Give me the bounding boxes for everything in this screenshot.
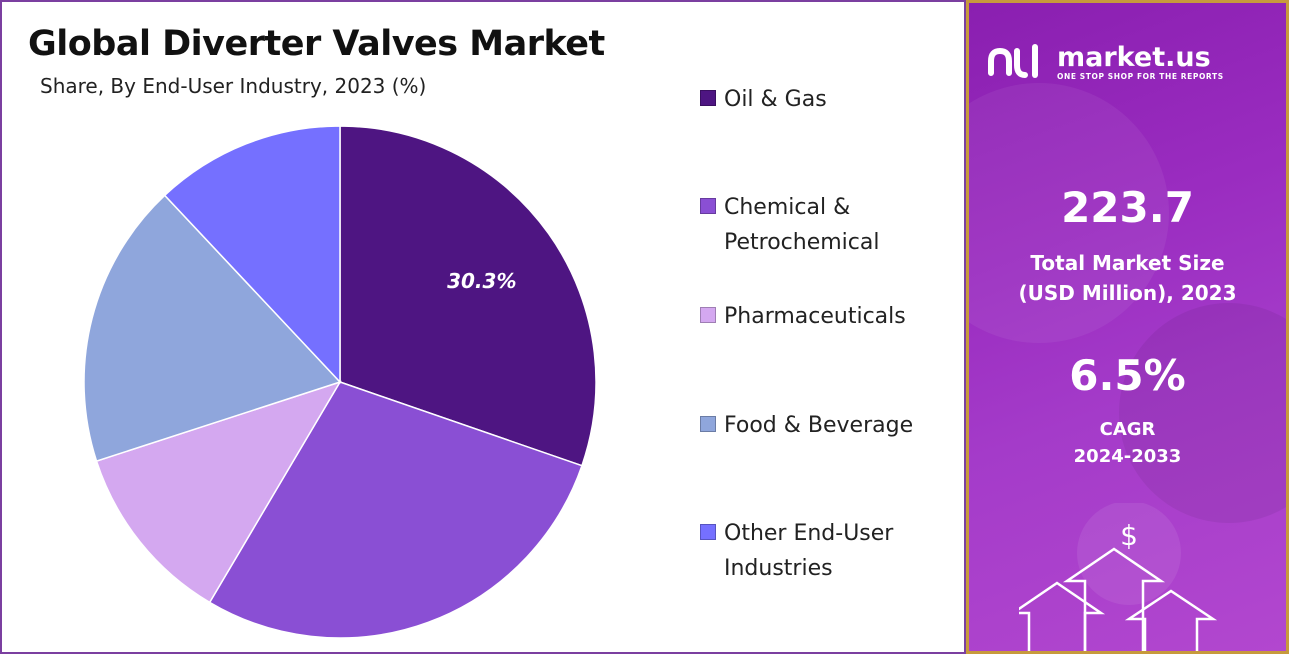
- legend-swatch: [700, 198, 716, 214]
- legend-label: Other End-User Industries: [724, 516, 893, 586]
- legend-label-line: Chemical &: [724, 195, 851, 220]
- cagr-period-label: 2024-2033: [1073, 446, 1182, 467]
- market-us-logo-icon: [988, 44, 1038, 78]
- legend-label-line: Petrochemical: [724, 230, 880, 255]
- legend-label: Pharmaceuticals: [724, 299, 906, 334]
- dollar-symbol: $: [1120, 519, 1138, 552]
- legend-label-line: Industries: [724, 556, 833, 581]
- background-circle: [1119, 303, 1286, 523]
- pie-slice: [83, 194, 342, 463]
- chart-panel: Global Diverter Valves Market Share, By …: [0, 0, 966, 654]
- legend-label-line: Pharmaceuticals: [724, 304, 906, 329]
- legend-label: Chemical & Petrochemical: [724, 190, 879, 260]
- growth-arrows-icon: $: [1019, 503, 1218, 651]
- info-panel: market.us ONE STOP SHOP FOR THE REPORTS …: [966, 0, 1289, 654]
- legend-swatch: [700, 90, 716, 106]
- brand-tagline: ONE STOP SHOP FOR THE REPORTS: [1057, 71, 1224, 81]
- legend-swatch: [700, 307, 716, 323]
- legend-item: Food & Beverage: [700, 408, 960, 443]
- pie-slice: [339, 125, 597, 467]
- legend-label-line: Other End-User: [724, 521, 894, 546]
- legend-label-line: Oil & Gas: [724, 87, 827, 112]
- legend-item: Chemical & Petrochemical: [700, 190, 960, 260]
- legend-label-line: Food & Beverage: [724, 413, 914, 438]
- legend-swatch: [700, 524, 716, 540]
- background-circle: [969, 83, 1169, 343]
- market-size-label: Total Market Size: [1030, 251, 1225, 275]
- market-size-unit-label: (USD Million), 2023: [1018, 281, 1237, 305]
- legend-label: Oil & Gas: [724, 82, 827, 117]
- legend-item: Pharmaceuticals: [700, 299, 960, 334]
- chart-title: Global Diverter Valves Market: [28, 24, 605, 64]
- cagr-value: 6.5%: [1069, 351, 1186, 400]
- pie-slice: [163, 125, 341, 384]
- chart-subtitle: Share, By End-User Industry, 2023 (%): [40, 74, 427, 98]
- slice-data-label: 30.3%: [447, 269, 516, 293]
- legend-item: Other End-User Industries: [700, 516, 960, 586]
- legend-swatch: [700, 416, 716, 432]
- market-size-value: 223.7: [1061, 183, 1194, 232]
- pie-chart: 30.3%: [83, 125, 597, 639]
- pie-slice: [95, 380, 342, 604]
- legend-label: Food & Beverage: [724, 408, 913, 443]
- cagr-label: CAGR: [1099, 419, 1156, 440]
- legend-item: Oil & Gas: [700, 82, 960, 117]
- brand: market.us ONE STOP SHOP FOR THE REPORTS: [987, 43, 1224, 81]
- brand-name: market.us: [1057, 41, 1211, 73]
